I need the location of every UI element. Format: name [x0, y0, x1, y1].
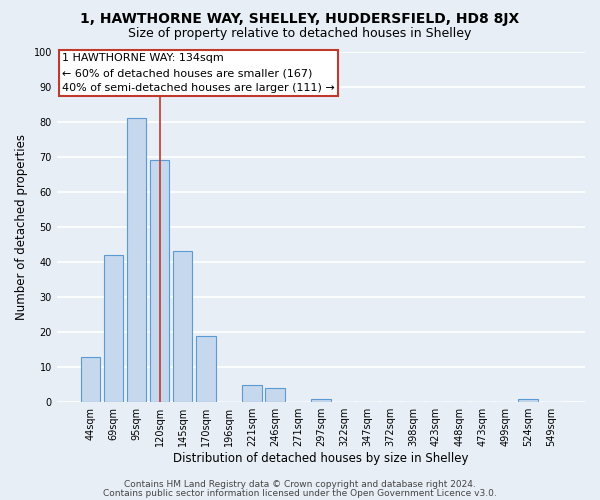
X-axis label: Distribution of detached houses by size in Shelley: Distribution of detached houses by size … [173, 452, 469, 465]
Bar [104, 255, 124, 402]
Text: Size of property relative to detached houses in Shelley: Size of property relative to detached ho… [128, 28, 472, 40]
Text: Contains HM Land Registry data © Crown copyright and database right 2024.: Contains HM Land Registry data © Crown c… [124, 480, 476, 489]
Bar [311, 398, 331, 402]
Text: Contains public sector information licensed under the Open Government Licence v3: Contains public sector information licen… [103, 489, 497, 498]
Text: 1, HAWTHORNE WAY, SHELLEY, HUDDERSFIELD, HD8 8JX: 1, HAWTHORNE WAY, SHELLEY, HUDDERSFIELD,… [80, 12, 520, 26]
Bar [518, 398, 538, 402]
Bar [150, 160, 169, 402]
Bar [173, 252, 193, 402]
Bar [265, 388, 284, 402]
Bar [127, 118, 146, 402]
Bar [196, 336, 215, 402]
Bar [81, 356, 100, 402]
Y-axis label: Number of detached properties: Number of detached properties [15, 134, 28, 320]
Text: 1 HAWTHORNE WAY: 134sqm
← 60% of detached houses are smaller (167)
40% of semi-d: 1 HAWTHORNE WAY: 134sqm ← 60% of detache… [62, 54, 335, 93]
Bar [242, 384, 262, 402]
